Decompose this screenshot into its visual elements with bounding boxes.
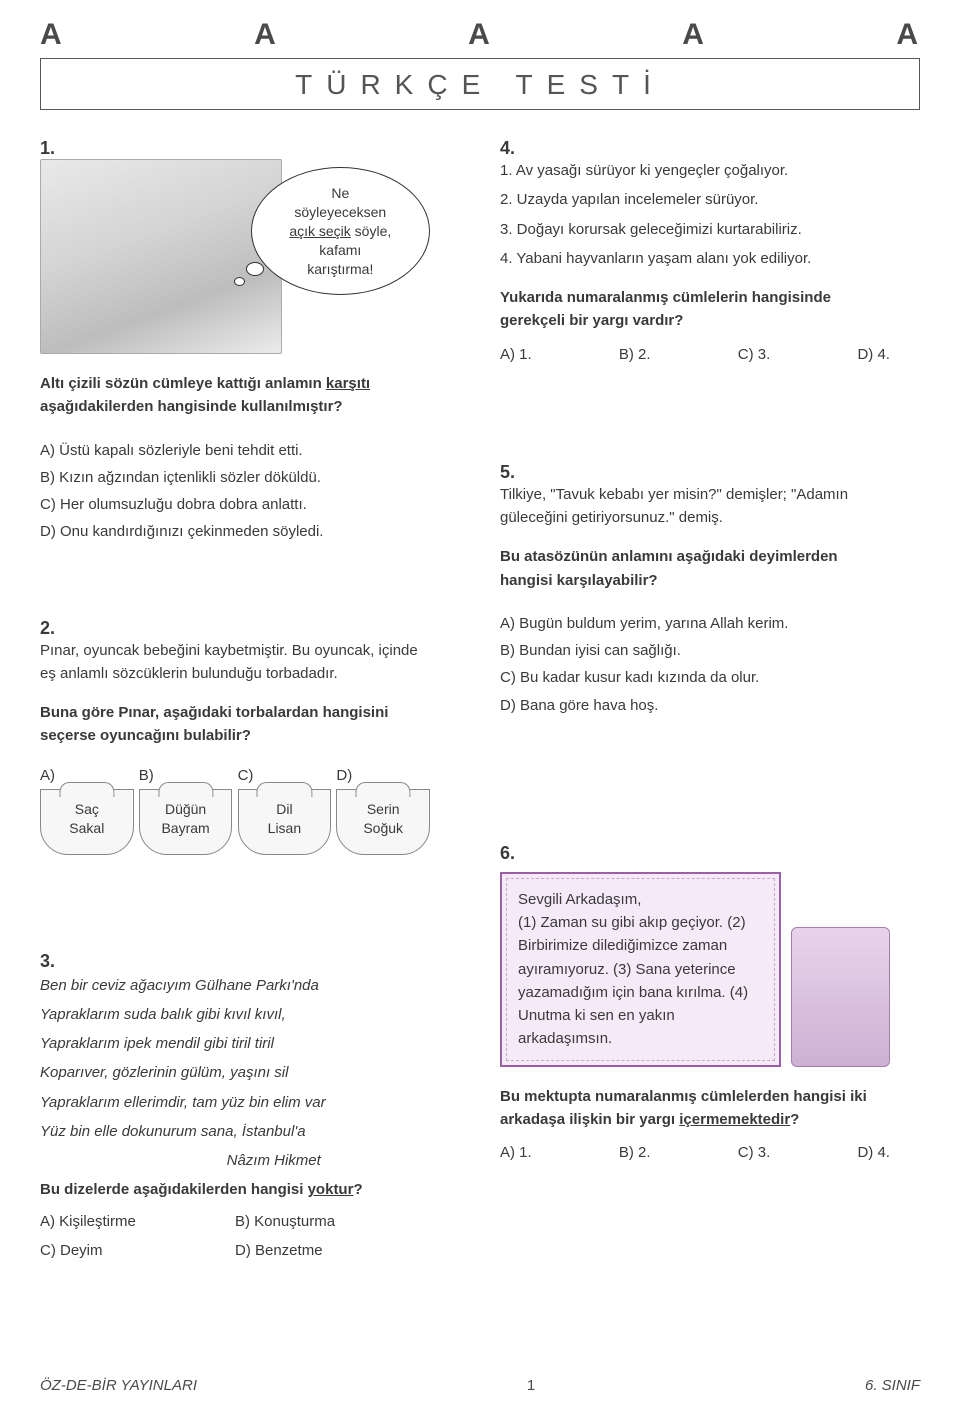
q4-line-3: 3. Doğayı korursak geleceğimizi kurtarab… — [500, 218, 890, 241]
q2-stem-1: Pınar, oyuncak bebeğini kaybetmiştir. Bu… — [40, 639, 430, 686]
q4-number: 4. — [500, 138, 526, 159]
question-1: 1. Ne söyleyeceksen açık seçik söyle, ka… — [40, 138, 460, 548]
q5-option-b[interactable]: B) Bundan iyisi can sağlığı. — [500, 639, 890, 662]
header-letter: A — [468, 18, 492, 52]
q6-option-b[interactable]: B) 2. — [619, 1141, 651, 1164]
q3-option-b[interactable]: B) Konuşturma — [235, 1210, 430, 1233]
q5-option-d[interactable]: D) Bana göre hava hoş. — [500, 694, 890, 717]
q3-poem-line: Yüz bin elle dokunurum sana, İstanbul'a — [40, 1120, 430, 1143]
q2-option-d[interactable]: D) SerinSoğuk — [336, 764, 430, 855]
q1-drawing — [40, 159, 282, 354]
footer-publisher: ÖZ-DE-BİR YAYINLARI — [40, 1377, 197, 1394]
q4-line-1: 1. Av yasağı sürüyor ki yengeçler çoğalı… — [500, 159, 890, 182]
question-5: 5. Tilkiye, "Tavuk kebabı yer misin?" de… — [500, 462, 920, 721]
q6-option-d[interactable]: D) 4. — [857, 1141, 890, 1164]
question-4: 4. 1. Av yasağı sürüyor ki yengeçler çoğ… — [500, 138, 920, 366]
right-column: 4. 1. Av yasağı sürüyor ki yengeçler çoğ… — [500, 138, 920, 1306]
q4-ask: Yukarıda numaralanmış cümlelerin hangisi… — [500, 286, 890, 333]
q6-option-a[interactable]: A) 1. — [500, 1141, 532, 1164]
q4-option-a[interactable]: A) 1. — [500, 343, 532, 366]
q2-number: 2. — [40, 618, 66, 639]
footer-page-number: 1 — [527, 1377, 535, 1394]
q3-poem-line: Koparıver, gözlerinin gülüm, yaşını sil — [40, 1061, 430, 1084]
q3-option-c[interactable]: C) Deyim — [40, 1239, 235, 1262]
q1-option-a[interactable]: A) Üstü kapalı sözleriyle beni tehdit et… — [40, 439, 430, 462]
page-footer: ÖZ-DE-BİR YAYINLARI 1 6. SINIF — [40, 1377, 920, 1394]
footer-grade: 6. SINIF — [865, 1377, 920, 1394]
q5-ask: Bu atasözünün anlamını aşağıdaki deyimle… — [500, 545, 890, 592]
q3-poem-line: Ben bir ceviz ağacıyım Gülhane Parkı'nda — [40, 974, 430, 997]
left-column: 1. Ne söyleyeceksen açık seçik söyle, ka… — [40, 138, 460, 1306]
q6-letter-card: Sevgili Arkadaşım, (1) Zaman su gibi akı… — [500, 872, 781, 1067]
header-letter-row: A A A A A — [40, 18, 920, 52]
header-letter: A — [682, 18, 706, 52]
q4-line-4: 4. Yabani hayvanların yaşam alanı yok ed… — [500, 247, 890, 270]
q4-option-d[interactable]: D) 4. — [857, 343, 890, 366]
q1-speech-bubble: Ne söyleyeceksen açık seçik söyle, kafam… — [251, 167, 430, 295]
q2-option-b[interactable]: B) DüğünBayram — [139, 764, 233, 855]
q5-stem: Tilkiye, "Tavuk kebabı yer misin?" demiş… — [500, 483, 890, 530]
header-letter: A — [254, 18, 278, 52]
q5-option-a[interactable]: A) Bugün buldum yerim, yarına Allah keri… — [500, 612, 890, 635]
q2-option-a[interactable]: A) SaçSakal — [40, 764, 134, 855]
q2-option-c[interactable]: C) DilLisan — [238, 764, 332, 855]
page-title: TÜRKÇE TESTİ — [40, 58, 920, 110]
question-6: 6. Sevgili Arkadaşım, (1) Zaman su gibi … — [500, 843, 920, 1165]
header-letter: A — [40, 18, 64, 52]
q5-option-c[interactable]: C) Bu kadar kusur kadı kızında da olur. — [500, 666, 890, 689]
question-3: 3. Ben bir ceviz ağacıyım Gülhane Parkı'… — [40, 951, 460, 1263]
q4-line-2: 2. Uzayda yapılan incelemeler sürüyor. — [500, 188, 890, 211]
q4-option-c[interactable]: C) 3. — [738, 343, 771, 366]
q6-ask: Bu mektupta numaralanmış cümlelerden han… — [500, 1085, 890, 1132]
q1-option-c[interactable]: C) Her olumsuzluğu dobra dobra anlattı. — [40, 493, 430, 516]
q4-option-b[interactable]: B) 2. — [619, 343, 651, 366]
q6-number: 6. — [500, 843, 526, 864]
q3-ask: Bu dizelerde aşağıdakilerden hangisi yok… — [40, 1178, 430, 1201]
q3-poem-author: Nâzım Hikmet — [40, 1149, 321, 1172]
q3-poem-line: Yapraklarım ellerimdir, tam yüz bin elim… — [40, 1091, 430, 1114]
q1-illustration: Ne söyleyeceksen açık seçik söyle, kafam… — [40, 159, 430, 354]
q3-option-d[interactable]: D) Benzetme — [235, 1239, 430, 1262]
q3-option-a[interactable]: A) Kişileştirme — [40, 1210, 235, 1233]
q1-option-d[interactable]: D) Onu kandırdığınızı çekinmeden söyledi… — [40, 520, 430, 543]
q1-stem: Altı çizili sözün cümleye kattığı anlamı… — [40, 372, 430, 419]
question-2: 2. Pınar, oyuncak bebeğini kaybetmiştir.… — [40, 618, 460, 855]
q2-stem-2: Buna göre Pınar, aşağıdaki torbalardan h… — [40, 701, 430, 748]
q6-reader-illustration — [791, 927, 890, 1067]
q1-option-b[interactable]: B) Kızın ağzından içtenlikli sözler dökü… — [40, 466, 430, 489]
header-letter: A — [896, 18, 920, 52]
q3-poem-line: Yapraklarım ipek mendil gibi tiril tiril — [40, 1032, 430, 1055]
q1-number: 1. — [40, 138, 66, 159]
q6-option-c[interactable]: C) 3. — [738, 1141, 771, 1164]
q3-number: 3. — [40, 951, 66, 972]
q3-poem-line: Yapraklarım suda balık gibi kıvıl kıvıl, — [40, 1003, 430, 1026]
q5-number: 5. — [500, 462, 526, 483]
